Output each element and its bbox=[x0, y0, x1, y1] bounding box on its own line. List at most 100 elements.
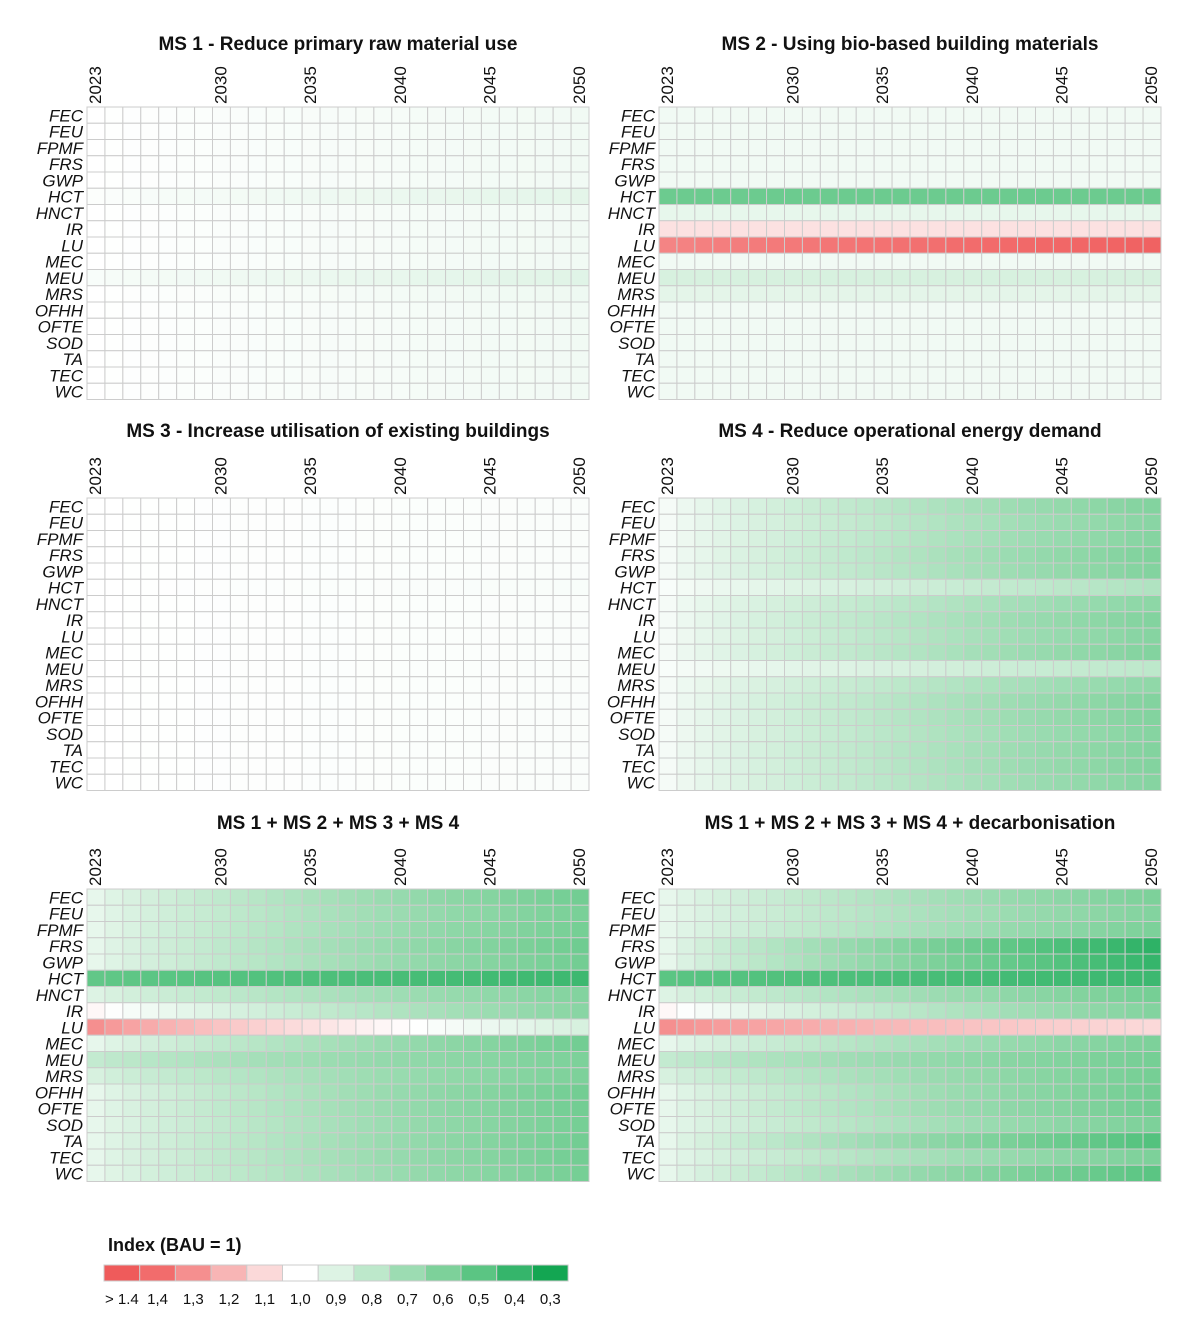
heatmap-cell bbox=[837, 269, 857, 287]
heatmap-cell bbox=[963, 969, 983, 987]
row-label: WC bbox=[55, 1165, 84, 1184]
heatmap-cell bbox=[694, 252, 714, 270]
heatmap-cell bbox=[516, 676, 536, 694]
heatmap-cell bbox=[480, 937, 500, 955]
heatmap-cell bbox=[212, 122, 231, 140]
heatmap-cell bbox=[766, 1148, 785, 1166]
heatmap-cell bbox=[194, 1083, 213, 1101]
heatmap-cell bbox=[480, 497, 500, 515]
heatmap-cell bbox=[122, 986, 142, 1004]
heatmap-cell bbox=[391, 595, 411, 613]
heatmap-cell bbox=[1052, 171, 1072, 189]
heatmap-cell bbox=[981, 366, 1001, 384]
heatmap-cell bbox=[766, 382, 785, 400]
heatmap-cell bbox=[730, 595, 750, 613]
heatmap-cell bbox=[658, 1034, 678, 1052]
heatmap-cell bbox=[140, 1099, 160, 1117]
heatmap-cell bbox=[963, 122, 983, 140]
heatmap-cell bbox=[891, 725, 911, 743]
heatmap-cell bbox=[963, 953, 983, 971]
heatmap-cell bbox=[1070, 171, 1090, 189]
heatmap-cell bbox=[801, 1164, 821, 1182]
heatmap-cell bbox=[945, 937, 965, 955]
heatmap-cell bbox=[1035, 1051, 1054, 1069]
heatmap-cell bbox=[1070, 888, 1090, 906]
heatmap-cell bbox=[229, 1034, 249, 1052]
heatmap-cell bbox=[837, 382, 857, 400]
heatmap-cell bbox=[534, 725, 554, 743]
year-label: 2050 bbox=[1142, 66, 1161, 104]
heatmap-cell bbox=[158, 921, 178, 939]
heatmap-cell bbox=[445, 1051, 465, 1069]
heatmap-cell bbox=[391, 366, 411, 384]
heatmap-cell bbox=[801, 1034, 821, 1052]
heatmap-cell bbox=[927, 1051, 947, 1069]
row-label: SOD bbox=[618, 334, 655, 353]
heatmap-cell bbox=[1142, 937, 1162, 955]
heatmap-cell bbox=[1017, 904, 1036, 922]
heatmap-cell bbox=[86, 1051, 106, 1069]
heatmap-cell bbox=[194, 986, 213, 1004]
heatmap-cell bbox=[730, 986, 750, 1004]
heatmap-cell bbox=[409, 562, 429, 580]
heatmap-cell bbox=[909, 513, 929, 531]
heatmap-cell bbox=[855, 1002, 875, 1020]
heatmap-cell bbox=[247, 1148, 267, 1166]
heatmap-cell bbox=[819, 122, 839, 140]
heatmap-cell bbox=[1124, 692, 1144, 710]
heatmap-cell bbox=[1070, 1148, 1090, 1166]
heatmap-cell bbox=[498, 1099, 518, 1117]
heatmap-cell bbox=[999, 904, 1019, 922]
heatmap-cell bbox=[445, 122, 465, 140]
heatmap-cell bbox=[516, 627, 536, 645]
heatmap-cell bbox=[1106, 921, 1126, 939]
heatmap-cell bbox=[1035, 692, 1054, 710]
row-label: FRS bbox=[49, 546, 84, 565]
heatmap-cell bbox=[981, 1002, 1001, 1020]
heatmap-cell bbox=[981, 171, 1001, 189]
heatmap-cell bbox=[819, 301, 839, 319]
heatmap-cell bbox=[1052, 595, 1072, 613]
heatmap-cell bbox=[427, 692, 447, 710]
heatmap-cell bbox=[391, 382, 411, 400]
heatmap-cell bbox=[86, 888, 106, 906]
heatmap-cell bbox=[873, 627, 893, 645]
heatmap-cell bbox=[140, 627, 160, 645]
heatmap-cell bbox=[676, 252, 696, 270]
heatmap-cell bbox=[534, 741, 554, 759]
heatmap-cell bbox=[1106, 513, 1126, 531]
heatmap-cell bbox=[194, 595, 213, 613]
heatmap-cell bbox=[891, 220, 911, 238]
heatmap-cell bbox=[730, 1051, 750, 1069]
heatmap-cell bbox=[837, 562, 857, 580]
heatmap-cell bbox=[516, 317, 536, 335]
heatmap-cell bbox=[212, 334, 231, 352]
heatmap-cell bbox=[891, 285, 911, 303]
heatmap-cell bbox=[1088, 888, 1108, 906]
heatmap-cell bbox=[927, 1002, 947, 1020]
heatmap-cell bbox=[748, 530, 768, 548]
heatmap-cell bbox=[981, 1099, 1001, 1117]
heatmap-cell bbox=[855, 220, 875, 238]
heatmap-cell bbox=[176, 562, 196, 580]
heatmap-cell bbox=[373, 578, 393, 596]
heatmap-cell bbox=[855, 757, 875, 775]
heatmap-cell bbox=[712, 106, 732, 124]
heatmap-cell bbox=[1035, 122, 1054, 140]
heatmap-cell bbox=[945, 692, 965, 710]
heatmap-cell bbox=[945, 171, 965, 189]
heatmap-cell bbox=[373, 301, 393, 319]
heatmap-cell bbox=[1017, 1132, 1036, 1150]
heatmap-cell bbox=[1106, 986, 1126, 1004]
heatmap-cell bbox=[1052, 773, 1072, 791]
heatmap-cell bbox=[909, 1051, 929, 1069]
heatmap-cell bbox=[265, 252, 285, 270]
heatmap-cell bbox=[1035, 578, 1054, 596]
heatmap-cell bbox=[658, 741, 678, 759]
heatmap-cell bbox=[1106, 953, 1126, 971]
row-label: FRS bbox=[49, 155, 84, 174]
heatmap-cell bbox=[873, 236, 893, 254]
heatmap-cell bbox=[909, 317, 929, 335]
heatmap-cell bbox=[212, 627, 231, 645]
heatmap-cell bbox=[229, 285, 249, 303]
